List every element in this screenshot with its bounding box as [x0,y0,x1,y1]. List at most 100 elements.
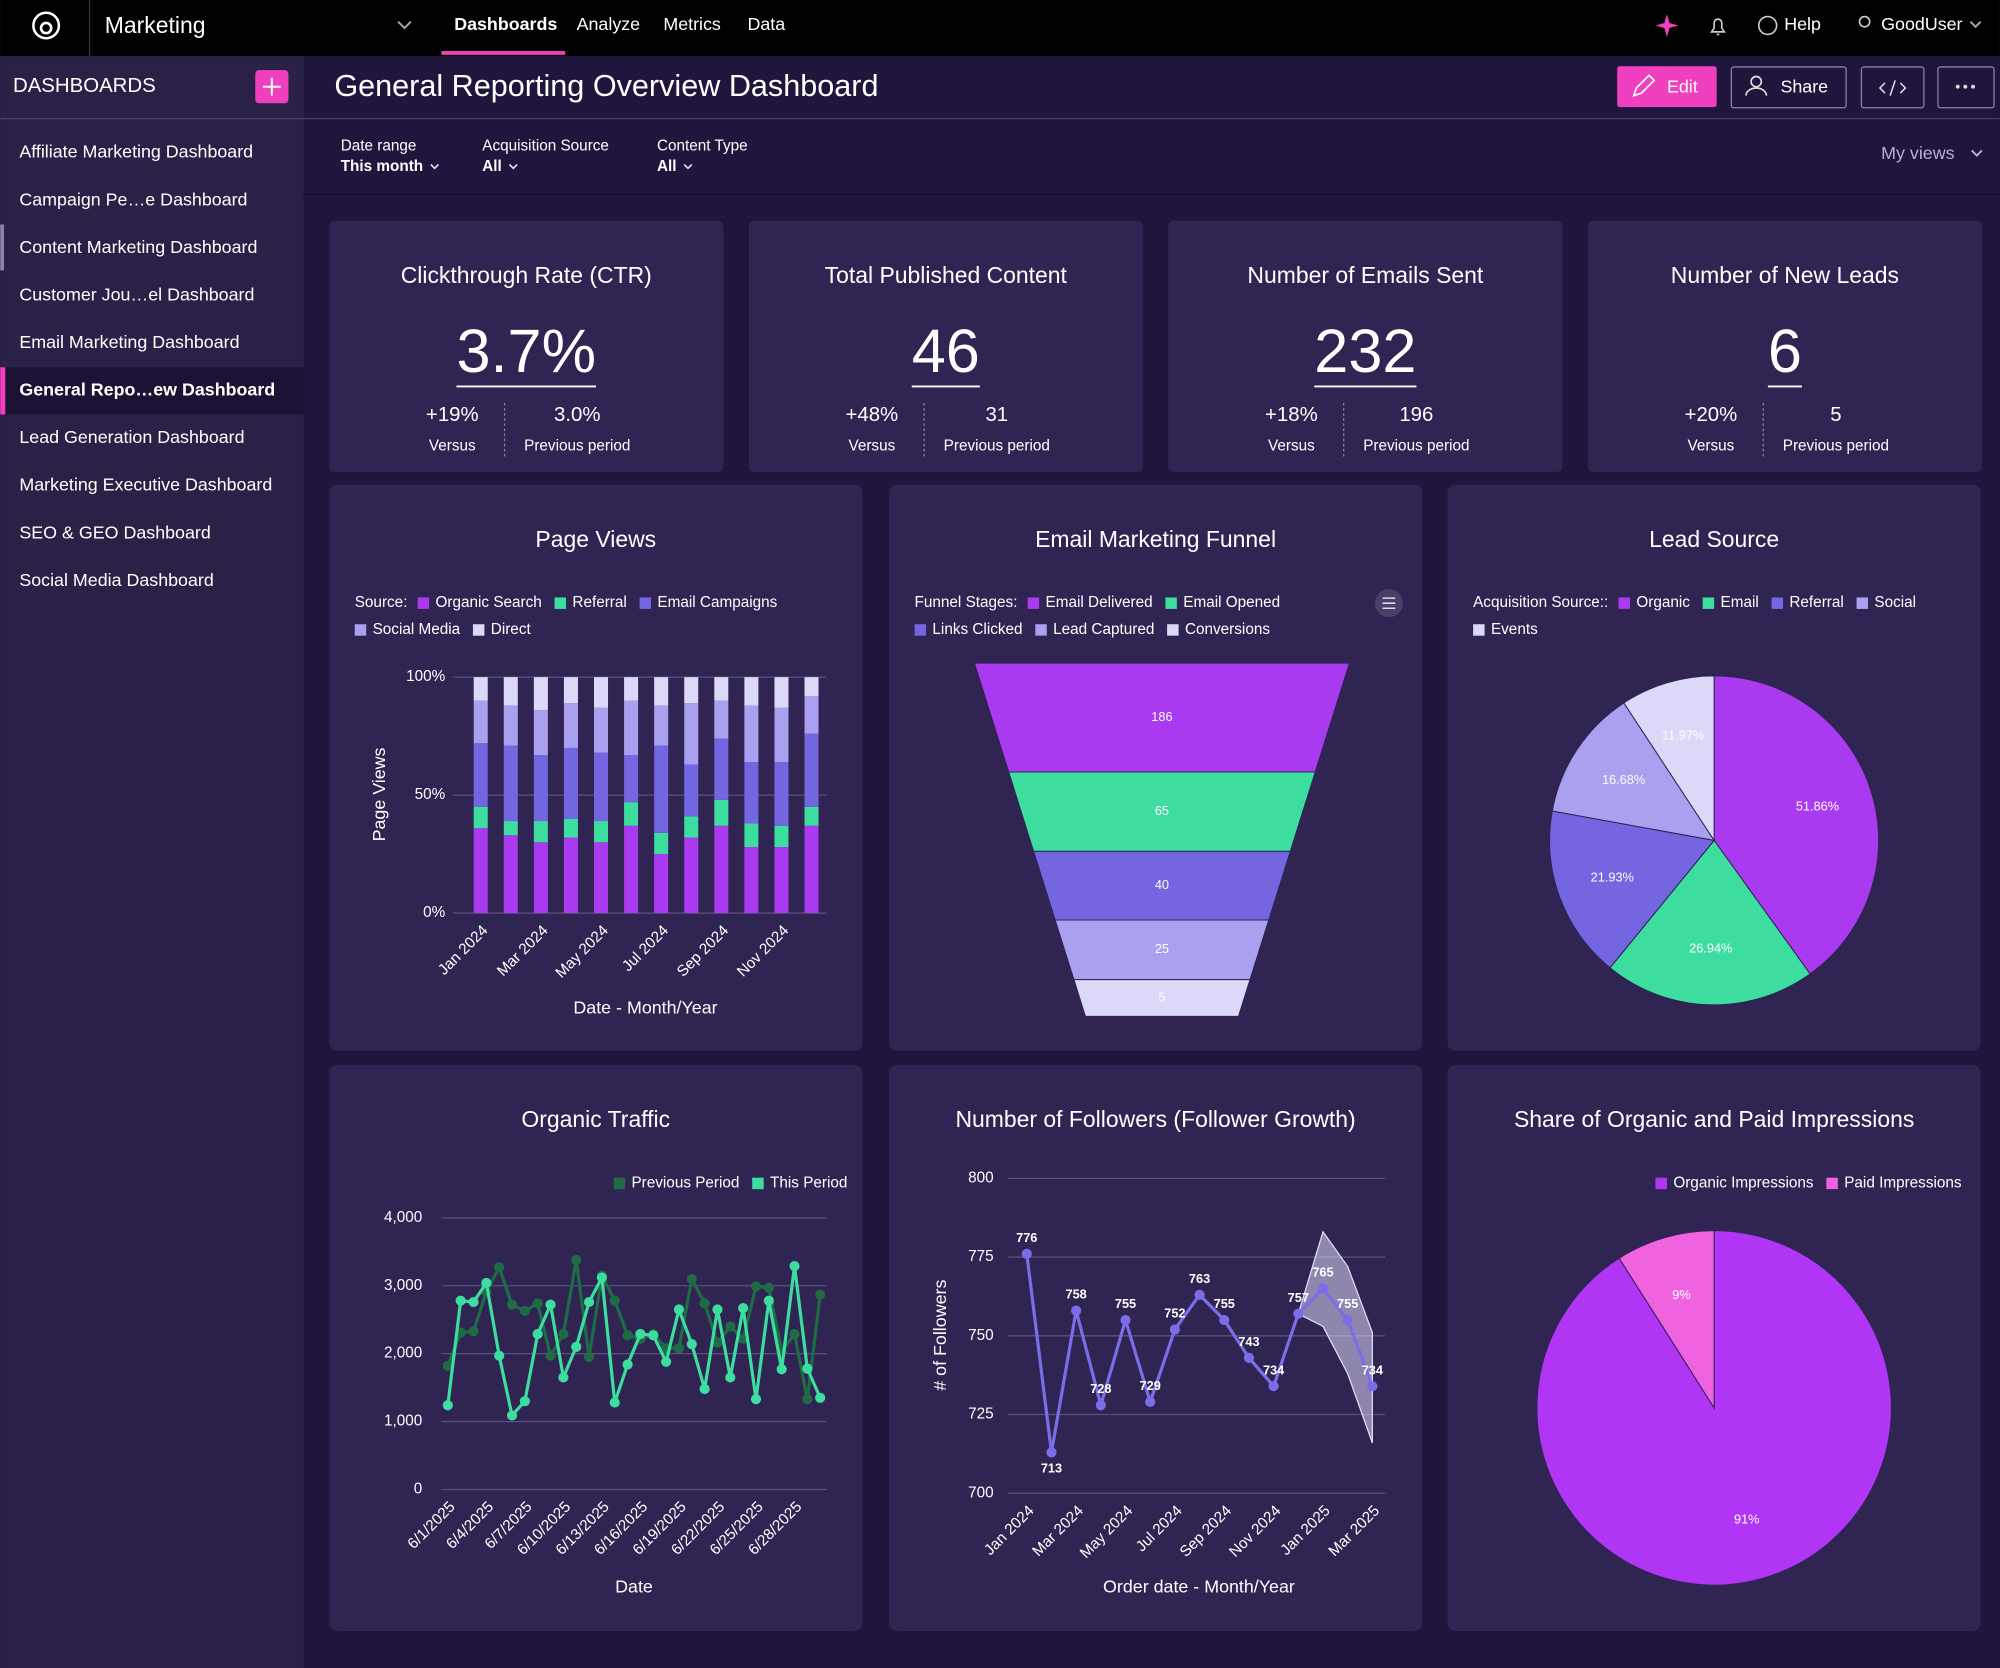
line-point [442,1400,453,1411]
bar-segment [503,745,518,822]
data-label: 728 [1090,1381,1111,1396]
embed-button[interactable] [1860,66,1925,109]
nav-tab[interactable]: Metrics [663,14,721,34]
pie-slice [1536,1230,1892,1586]
line-point [763,1282,774,1293]
chevron[interactable] [1971,149,1983,157]
line-point [622,1359,633,1370]
legend-title: Funnel Stages: [915,594,1018,611]
sidebar-item[interactable]: Social Media Dashboard [19,570,213,590]
bar-segment [744,705,759,763]
nav-tab[interactable]: Dashboards [454,14,557,34]
line-point [468,1326,479,1337]
nav-tab[interactable]: Analyze [577,14,641,34]
filter-label[interactable]: Date range [341,138,417,155]
data-label: 9% [1672,1287,1690,1302]
line-point [571,1341,582,1352]
line-point [750,1281,762,1292]
legend-title: Acquisition Source:: [1473,594,1608,611]
filter-label[interactable]: Content Type [657,138,748,155]
my-views[interactable]: My views [1881,143,1954,163]
sidebar-item[interactable]: Marketing Executive Dashboard [19,475,272,495]
nav-tab[interactable]: Data [748,14,786,34]
filter-value[interactable]: All [482,158,502,175]
y-tick-label: 1,000 [384,1413,422,1430]
line-point [802,1394,813,1405]
list-icon [1382,597,1396,610]
line-point [494,1262,505,1273]
bar-segment [473,677,488,701]
bar-segment [684,677,699,704]
legend-label: Email Opened [1183,594,1280,611]
sidebar-item[interactable]: General Repo…ew Dashboard [19,380,275,400]
legend-label: Previous Period [631,1174,739,1191]
bar-segment [714,825,729,914]
bar-segment [563,677,578,704]
ai-icon[interactable] [1655,14,1679,37]
pie-slice [1623,675,1715,843]
line-point [1243,1352,1255,1363]
line-point [763,1295,774,1306]
line-point [596,1272,608,1283]
workspace-name[interactable]: Marketing [105,12,206,38]
share-label[interactable]: Share [1780,77,1828,97]
edit-label[interactable]: Edit [1667,77,1698,97]
line-point [712,1304,723,1315]
chart-title: Number of Followers (Follower Growth) [955,1106,1355,1132]
user-name[interactable]: GoodUser [1881,14,1962,34]
sidebar-item[interactable]: Affiliate Marketing Dashboard [19,142,253,162]
legend-label: Email Delivered [1046,594,1153,611]
chevron[interactable] [430,163,440,170]
logo[interactable] [32,11,61,40]
data-label: 743 [1238,1334,1259,1349]
data-label: 765 [1312,1265,1333,1280]
bar-segment [503,835,518,914]
edit-button[interactable] [1617,66,1717,108]
line-point [442,1360,453,1371]
legend-label: Organic [1636,594,1690,611]
chevron[interactable] [397,21,412,30]
y-tick-label: 800 [968,1169,994,1186]
line-point [802,1363,813,1374]
bell-icon[interactable] [1710,18,1726,36]
kpi-previous: 196 [1399,404,1433,426]
y-tick-label: 750 [968,1327,994,1344]
chevron[interactable] [683,163,693,170]
sidebar-item[interactable]: Customer Jou…el Dashboard [19,284,254,304]
sidebar-item[interactable]: Campaign Pe…e Dashboard [19,189,247,209]
legend-label: Referral [572,594,626,611]
line-point [1293,1308,1304,1319]
data-label: 21.93% [1591,869,1634,884]
sidebar-item[interactable]: SEO & GEO Dashboard [19,522,210,542]
data-label: 757 [1288,1290,1309,1305]
sidebar-item[interactable]: Email Marketing Dashboard [19,332,239,352]
data-label: 65 [1155,803,1169,818]
filter-label[interactable]: Acquisition Source [482,138,609,155]
kpi-previous-label: Previous period [524,437,630,454]
y-tick-label: 3,000 [384,1277,422,1294]
line-point [789,1328,800,1340]
filter-value[interactable]: All [657,158,677,175]
sidebar-item[interactable]: Lead Generation Dashboard [19,427,244,447]
data-label: 758 [1066,1287,1087,1302]
bar-segment [744,847,759,914]
sidebar-item[interactable]: Content Marketing Dashboard [19,237,257,257]
line-point [545,1350,556,1361]
share-button[interactable] [1730,66,1847,109]
bar-segment [774,847,789,914]
legend-swatch [639,597,652,609]
pie-slice [1549,810,1716,969]
sidebar [0,56,304,1668]
bar-segment [624,802,639,826]
user-icon[interactable] [1858,15,1871,28]
bar-segment [473,743,488,807]
filter-value[interactable]: This month [341,158,423,175]
more-button[interactable] [1937,66,1995,109]
help-icon[interactable] [1757,15,1778,36]
chart-title: Organic Traffic [521,1106,670,1132]
help-link[interactable]: Help [1784,14,1821,34]
chevron[interactable] [1969,21,1982,29]
line-point [1120,1314,1131,1326]
chevron[interactable] [508,163,518,170]
